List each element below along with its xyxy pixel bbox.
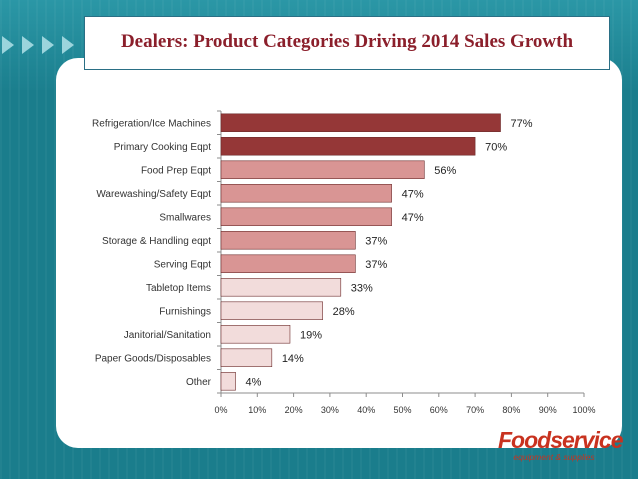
bar xyxy=(220,231,356,250)
x-tick-label: 50% xyxy=(393,405,411,415)
data-label: 19% xyxy=(300,329,322,341)
data-label: 4% xyxy=(246,376,262,388)
data-label: 37% xyxy=(365,259,387,271)
x-tick-label: 0% xyxy=(214,405,227,415)
category-label: Other xyxy=(186,377,212,388)
category-label: Warewashing/Safety Eqpt xyxy=(96,189,211,200)
x-tick-label: 20% xyxy=(285,405,303,415)
data-label: 56% xyxy=(434,165,456,177)
title-box: Dealers: Product Categories Driving 2014… xyxy=(84,16,610,70)
bar xyxy=(220,278,342,297)
slide-title: Dealers: Product Categories Driving 2014… xyxy=(120,31,574,52)
bar xyxy=(220,325,291,344)
bar xyxy=(220,348,273,367)
bar xyxy=(220,301,323,320)
data-label: 70% xyxy=(485,141,507,153)
data-label: 28% xyxy=(333,306,355,318)
bar xyxy=(220,137,476,156)
x-tick-label: 90% xyxy=(539,405,557,415)
category-label: Refrigeration/Ice Machines xyxy=(92,118,211,129)
x-tick-label: 30% xyxy=(321,405,339,415)
category-label: Storage & Handling eqpt xyxy=(102,236,211,247)
x-tick-label: 70% xyxy=(466,405,484,415)
logo-text: Foodservice xyxy=(498,427,624,453)
decorative-arrows-icon xyxy=(2,36,74,54)
x-tick-label: 40% xyxy=(357,405,375,415)
data-label: 33% xyxy=(351,282,373,294)
bar xyxy=(220,113,501,132)
bar xyxy=(220,254,356,273)
x-tick-label: 80% xyxy=(502,405,520,415)
category-label: Food Prep Eqpt xyxy=(141,165,211,176)
category-label: Tabletop Items xyxy=(146,283,211,294)
category-label: Furnishings xyxy=(159,306,211,317)
x-tick-label: 60% xyxy=(430,405,448,415)
data-label: 37% xyxy=(365,235,387,247)
bar xyxy=(220,207,392,226)
data-label: 14% xyxy=(282,353,304,365)
bar xyxy=(220,160,425,179)
category-label: Serving Eqpt xyxy=(154,259,211,270)
category-label: Janitorial/Sanitation xyxy=(124,330,211,341)
data-label: 47% xyxy=(402,188,424,200)
category-label: Primary Cooking Eqpt xyxy=(114,142,211,153)
category-label: Paper Goods/Disposables xyxy=(95,353,211,364)
logo-subtext: equipment & supplies xyxy=(513,452,595,462)
foodservice-logo: Foodservice equipment & supplies xyxy=(498,427,624,464)
category-label: Smallwares xyxy=(159,212,211,223)
x-tick-label: 100% xyxy=(572,405,595,415)
data-label: 47% xyxy=(402,212,424,224)
bar xyxy=(220,184,392,203)
bar xyxy=(220,372,236,391)
data-label: 77% xyxy=(511,118,533,130)
x-tick-label: 10% xyxy=(248,405,266,415)
